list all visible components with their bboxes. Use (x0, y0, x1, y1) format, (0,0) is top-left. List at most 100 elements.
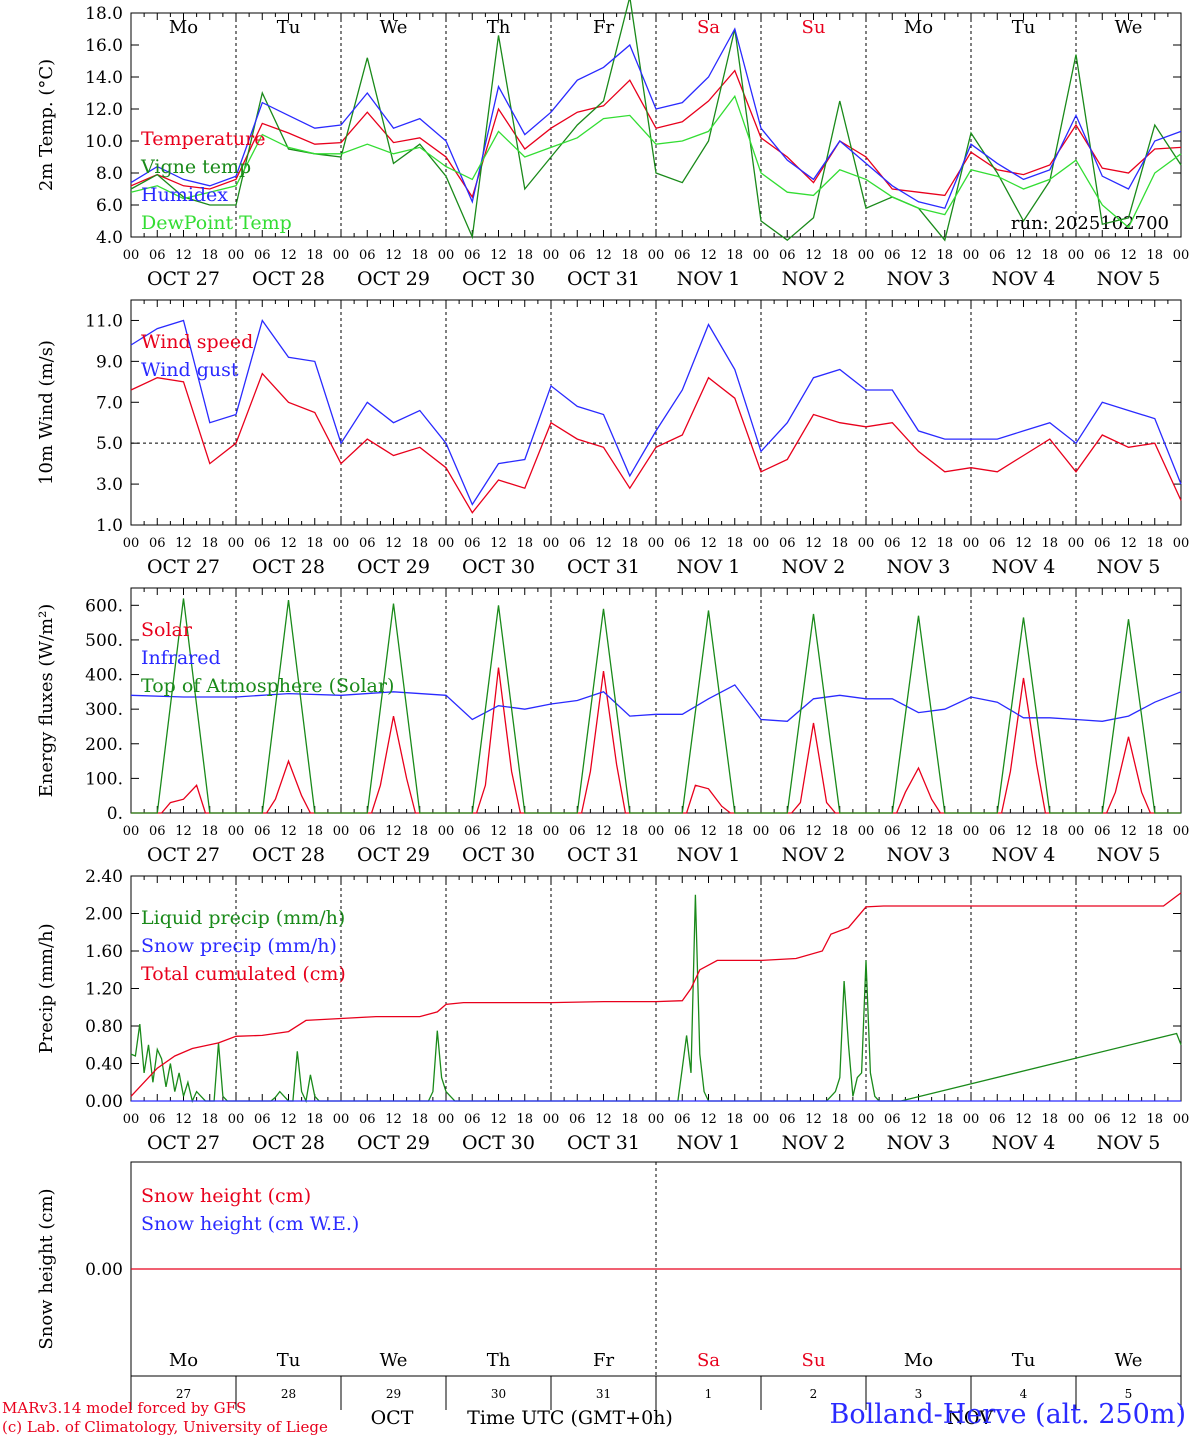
hour-tick-label: 06 (674, 536, 691, 551)
hour-tick-label: 06 (989, 536, 1006, 551)
legend-entry: Wind speed (141, 331, 253, 353)
hour-tick-label: 12 (175, 536, 192, 551)
hour-tick-label: 06 (569, 536, 586, 551)
date-label: OCT 29 (357, 1132, 430, 1154)
hour-tick-label: 18 (411, 248, 428, 263)
hour-tick-label: 12 (910, 1112, 927, 1127)
date-label: OCT 31 (567, 556, 640, 578)
hour-tick-label: 00 (1068, 248, 1085, 263)
hour-tick-label: 00 (1068, 1112, 1085, 1127)
date-label: OCT 27 (147, 556, 220, 578)
hour-tick-label: 06 (359, 824, 376, 839)
hour-tick-label: 12 (280, 248, 297, 263)
day-name-label: Su (802, 17, 826, 38)
hour-tick-label: 06 (149, 1112, 166, 1127)
hour-tick-label: 18 (411, 824, 428, 839)
day-name-label: Mo (169, 1350, 198, 1371)
day-number-label: 29 (386, 1387, 401, 1401)
date-label: NOV 5 (1097, 556, 1161, 578)
hour-tick-label: 00 (753, 1112, 770, 1127)
hour-tick-label: 00 (1068, 536, 1085, 551)
hour-tick-label: 12 (595, 536, 612, 551)
date-label: OCT 31 (567, 1132, 640, 1154)
legend-entry: Top of Atmosphere (Solar) (141, 675, 394, 697)
hour-tick-label: 12 (805, 1112, 822, 1127)
hour-tick-label: 00 (648, 248, 665, 263)
date-label: NOV 5 (1097, 1132, 1161, 1154)
day-name-label: We (1115, 1350, 1143, 1371)
hour-tick-label: 06 (779, 248, 796, 263)
hour-tick-label: 06 (989, 824, 1006, 839)
day-number-label: 1 (705, 1387, 713, 1401)
hour-tick-label: 12 (175, 248, 192, 263)
hour-tick-label: 00 (858, 824, 875, 839)
date-label: NOV 3 (887, 556, 951, 578)
hour-tick-label: 06 (254, 1112, 271, 1127)
hour-tick-label: 06 (464, 1112, 481, 1127)
date-label: NOV 4 (992, 844, 1056, 866)
y-tick-label: 5.0 (96, 434, 123, 454)
y-tick-label: 0.40 (85, 1055, 123, 1075)
day-number-label: 27 (176, 1387, 191, 1401)
series-line-infrared (130, 684, 1182, 722)
hour-tick-label: 18 (411, 536, 428, 551)
date-label: NOV 2 (782, 844, 846, 866)
hour-tick-label: 18 (306, 248, 323, 263)
date-label: NOV 1 (677, 268, 741, 290)
hour-tick-label: 18 (726, 1112, 743, 1127)
date-label: OCT 31 (567, 844, 640, 866)
hour-tick-label: 06 (569, 824, 586, 839)
month-label-nov: NOV (947, 1407, 993, 1429)
day-name-label: Mo (904, 17, 933, 38)
hour-tick-label: 00 (228, 248, 245, 263)
hour-tick-label: 12 (280, 1112, 297, 1127)
hour-tick-label: 00 (648, 536, 665, 551)
hour-tick-label: 18 (726, 536, 743, 551)
y-tick-label: 0.00 (85, 1092, 123, 1112)
date-label: OCT 29 (357, 556, 430, 578)
hour-tick-label: 00 (753, 536, 770, 551)
y-tick-label: 2.00 (85, 905, 123, 925)
hour-tick-label: 06 (989, 1112, 1006, 1127)
y-tick-label: 1.60 (85, 942, 123, 962)
hour-tick-label: 06 (1094, 824, 1111, 839)
date-label: NOV 4 (992, 556, 1056, 578)
hour-tick-label: 06 (359, 1112, 376, 1127)
hour-tick-label: 00 (438, 1112, 455, 1127)
y-tick-label: 100. (85, 769, 123, 789)
hour-tick-label: 00 (438, 824, 455, 839)
hour-tick-label: 06 (569, 248, 586, 263)
y-tick-label: 3.0 (96, 475, 123, 495)
y-axis-label: 10m Wind (m/s) (36, 340, 57, 485)
hour-tick-label: 00 (543, 1112, 560, 1127)
run-label: run: 2025102700 (1011, 213, 1169, 234)
y-axis-label: Energy fluxes (W/m²) (36, 604, 57, 798)
hour-tick-label: 18 (516, 536, 533, 551)
hour-tick-label: 12 (385, 1112, 402, 1127)
hour-tick-label: 12 (490, 1112, 507, 1127)
credit-line-1: MARv3.14 model forced by GFS (2, 1399, 247, 1417)
hour-tick-label: 18 (936, 248, 953, 263)
series-line-temperature (130, 69, 1182, 199)
hour-tick-label: 06 (884, 248, 901, 263)
hour-tick-label: 06 (779, 1112, 796, 1127)
hour-tick-label: 06 (779, 536, 796, 551)
hour-tick-label: 18 (306, 536, 323, 551)
series-line-humidex (130, 27, 1182, 209)
date-label: OCT 29 (357, 268, 430, 290)
hour-tick-label: 00 (543, 824, 560, 839)
y-tick-label: 10.0 (85, 132, 123, 152)
hour-tick-label: 12 (1015, 536, 1032, 551)
hour-tick-label: 12 (490, 248, 507, 263)
date-label: NOV 4 (992, 268, 1056, 290)
hour-tick-label: 12 (1015, 1112, 1032, 1127)
hour-tick-label: 12 (595, 248, 612, 263)
hour-tick-label: 06 (149, 824, 166, 839)
date-label: OCT 28 (252, 844, 325, 866)
hour-tick-label: 06 (359, 536, 376, 551)
hour-tick-label: 00 (963, 536, 980, 551)
hour-tick-label: 06 (1094, 536, 1111, 551)
hour-tick-label: 00 (123, 824, 140, 839)
hour-tick-label: 12 (805, 248, 822, 263)
day-number-label: 28 (281, 1387, 296, 1401)
